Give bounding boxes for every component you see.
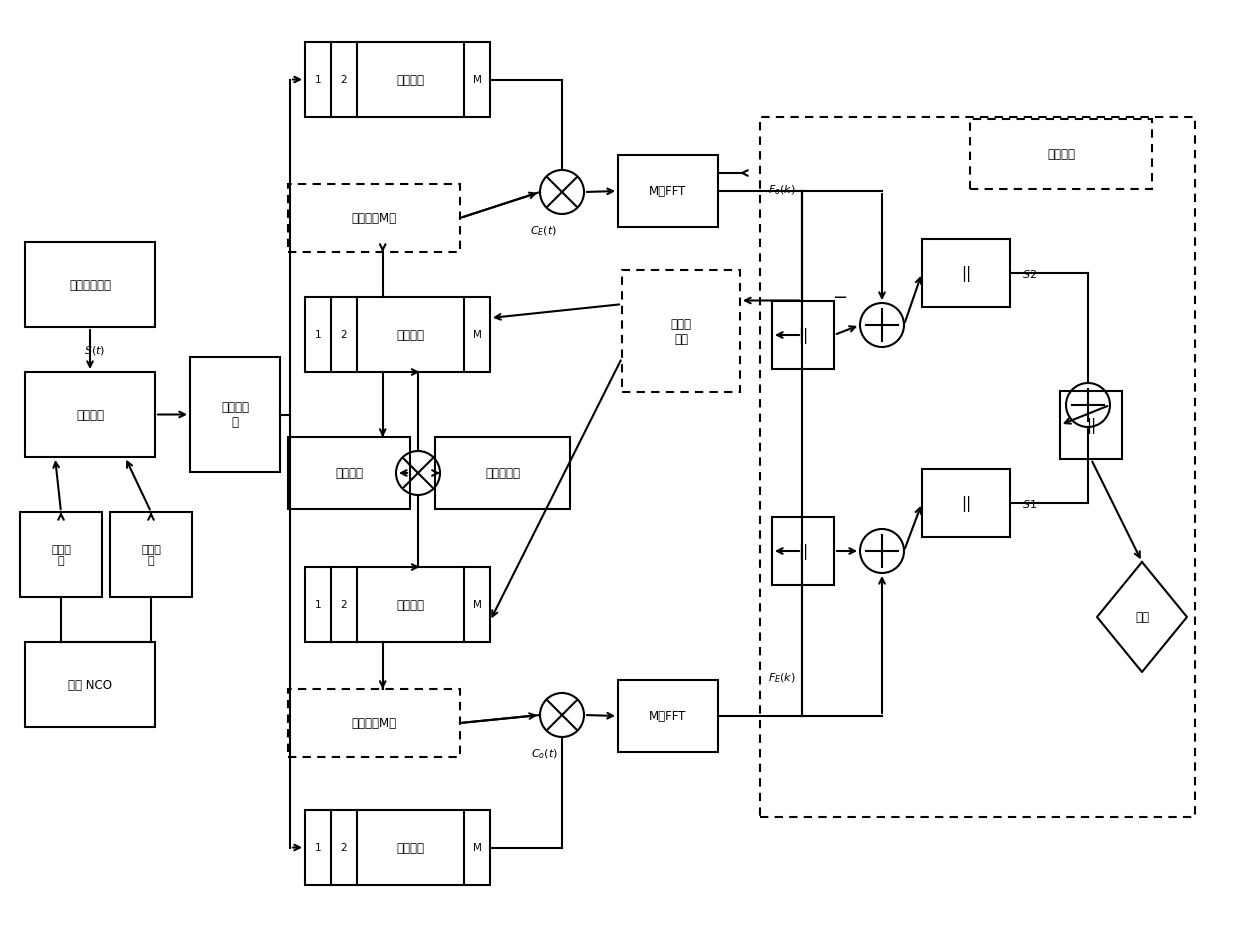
Bar [288, 184, 460, 253]
Text: M点FFT: M点FFT [650, 710, 687, 723]
Bar [760, 118, 1195, 817]
Bar [773, 517, 835, 585]
Bar [25, 243, 155, 327]
Text: 余弦载
波: 余弦载 波 [141, 544, 161, 565]
Text: 2: 2 [341, 330, 347, 340]
Bar [190, 358, 280, 473]
Text: 信号分成M段: 信号分成M段 [351, 717, 397, 730]
Text: 2: 2 [341, 600, 347, 610]
Text: $F_E(k)$: $F_E(k)$ [768, 670, 796, 684]
Text: ||: || [797, 543, 808, 559]
Text: 偶路信号: 偶路信号 [397, 598, 424, 611]
Text: 接收信号: 接收信号 [397, 74, 424, 87]
Text: $C_E(t)$: $C_E(t)$ [531, 224, 558, 237]
Text: M: M [472, 843, 481, 853]
Bar [435, 438, 570, 510]
Bar [618, 156, 718, 228]
Bar [618, 680, 718, 752]
Text: $S2$: $S2$ [1022, 268, 1037, 280]
Bar [288, 438, 410, 510]
Text: 载波清除: 载波清除 [76, 409, 104, 422]
Text: $S1$: $S1$ [1022, 498, 1037, 510]
Bar [25, 642, 155, 727]
Text: 伪码生成: 伪码生成 [335, 467, 363, 480]
Text: 正弦载
波: 正弦载 波 [51, 544, 71, 565]
Text: ||: || [961, 266, 971, 282]
Text: $C_o(t)$: $C_o(t)$ [531, 746, 558, 760]
Text: 1: 1 [315, 330, 321, 340]
Text: 2: 2 [341, 843, 347, 853]
Text: 载波 NCO: 载波 NCO [68, 679, 112, 692]
Text: 数字中频信号: 数字中频信号 [69, 279, 112, 292]
Bar [622, 271, 740, 392]
Text: 低通滤波
器: 低通滤波 器 [221, 401, 249, 429]
Text: 2: 2 [341, 75, 347, 85]
Text: $F_o(k)$: $F_o(k)$ [768, 183, 796, 197]
Bar [288, 690, 460, 757]
Text: 奇路信号: 奇路信号 [397, 329, 424, 342]
Bar [970, 120, 1152, 190]
Bar [20, 513, 102, 597]
Bar [25, 373, 155, 458]
Text: M: M [472, 75, 481, 85]
Bar [773, 301, 835, 370]
Bar [1060, 391, 1122, 460]
Text: M点FFT: M点FFT [650, 185, 687, 198]
Text: 信号分成M段: 信号分成M段 [351, 212, 397, 225]
Bar [305, 298, 490, 373]
Text: 门限: 门限 [1135, 611, 1149, 624]
Text: 1: 1 [315, 843, 321, 853]
Text: 1: 1 [315, 75, 321, 85]
Text: 子载波生成: 子载波生成 [485, 467, 520, 480]
Text: ||: || [961, 495, 971, 512]
Bar [923, 469, 1011, 538]
Bar [923, 240, 1011, 308]
Text: ||: || [797, 327, 808, 344]
Text: −: − [832, 288, 848, 307]
Text: 分奇偶
两路: 分奇偶 两路 [671, 318, 692, 346]
Bar [305, 810, 490, 885]
Bar [305, 567, 490, 642]
Text: 1: 1 [315, 600, 321, 610]
Text: 接收信号: 接收信号 [397, 841, 424, 854]
Text: M: M [472, 330, 481, 340]
Bar [110, 513, 192, 597]
Text: $S(t)$: $S(t)$ [84, 344, 105, 357]
Bar [305, 43, 490, 118]
Text: 算法运算: 算法运算 [1047, 148, 1075, 161]
Text: M: M [472, 600, 481, 610]
Text: ||: || [1086, 417, 1096, 434]
